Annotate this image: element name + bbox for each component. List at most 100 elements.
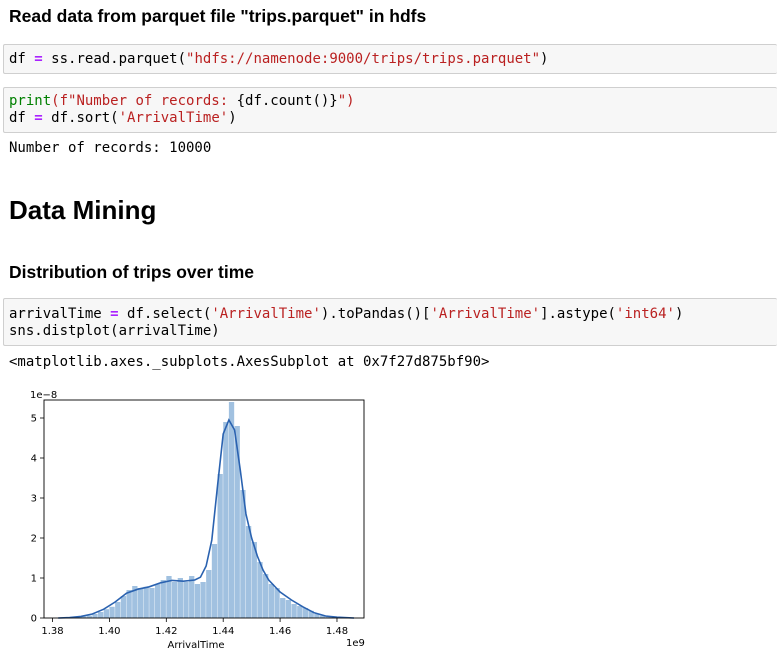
histogram-bar — [194, 584, 201, 618]
histogram-bar — [251, 542, 257, 618]
histogram-bar — [154, 584, 161, 618]
code-token: 'ArrivalTime' — [211, 306, 321, 322]
histogram-bar — [92, 614, 98, 618]
code-line: print(f"Number of records: {df.count()}"… — [9, 93, 355, 110]
histogram-bar — [234, 426, 240, 618]
code-token: {df.count()} — [236, 93, 338, 109]
code-token: (f"Number of records: — [51, 93, 237, 109]
histogram-bar — [211, 544, 218, 618]
histogram-bar — [240, 490, 246, 618]
y-tick-label: 3 — [31, 494, 37, 505]
histogram-bar — [308, 610, 314, 618]
distplot-chart: 1.38 1.40 1.42 1.44 1.46 1.48 0 1 2 3 4 5 1e−8 1e9… — [30, 390, 365, 651]
histogram-bar — [109, 606, 115, 618]
code-line: df = ss.read.parquet("hdfs://namenode:90… — [9, 51, 548, 68]
histogram-bar — [98, 612, 104, 618]
histogram-bar — [137, 588, 144, 618]
code-token: ].astype( — [540, 306, 616, 322]
histogram-bar — [143, 586, 149, 618]
code-line: sns.distplot(arrivalTime) — [9, 323, 220, 340]
x-tick-label: 1.38 — [41, 626, 63, 637]
histogram-bar — [200, 582, 206, 618]
histogram-bar — [297, 606, 303, 618]
code-token: df.sort( — [51, 110, 119, 126]
code-token: = — [34, 110, 43, 126]
code-cell-distplot[interactable]: arrivalTime = df.select('ArrivalTime').t… — [3, 298, 777, 346]
code-token: 'int64' — [615, 306, 675, 322]
histogram-bars — [58, 402, 348, 618]
histogram-bar — [126, 590, 132, 618]
histogram-bar — [160, 580, 166, 618]
code-token: "hdfs://namenode:9000/trips/trips.parque… — [186, 51, 541, 67]
x-offset-label: 1e9 — [346, 638, 365, 649]
code-line: arrivalTime = df.select('ArrivalTime').t… — [9, 306, 683, 323]
histogram-bar — [217, 474, 223, 618]
histogram-bar — [223, 422, 229, 618]
y-tick-label: 4 — [31, 454, 37, 465]
y-tick-label: 2 — [31, 534, 37, 545]
x-tick-label: 1.40 — [98, 626, 120, 637]
histogram-bar — [149, 588, 155, 618]
histogram-bar — [268, 584, 274, 618]
code-token: df — [9, 110, 26, 126]
histogram-bar — [80, 616, 87, 618]
code-cell-read-parquet[interactable]: df = ss.read.parquet("hdfs://namenode:90… — [3, 44, 777, 74]
x-tick-label: 1.48 — [326, 626, 348, 637]
x-tick-label: 1.46 — [269, 626, 291, 637]
histogram-bar — [177, 578, 183, 618]
histogram-bar — [228, 402, 235, 618]
code-token: ss.read.parquet( — [51, 51, 187, 67]
histogram-bar — [206, 570, 212, 618]
x-tick-label: 1.42 — [155, 626, 177, 637]
histogram-bar — [291, 604, 297, 618]
histogram-bar — [274, 588, 280, 618]
section-heading-data-mining: Data Mining — [9, 195, 157, 225]
y-tick-label: 5 — [31, 414, 37, 425]
histogram-bar — [115, 602, 121, 618]
code-token: arrivalTime — [9, 306, 102, 322]
histogram-bar — [86, 615, 92, 618]
y-tick-label: 1 — [31, 574, 37, 585]
section-heading-read-data: Read data from parquet file "trips.parqu… — [9, 6, 427, 26]
histogram-bar — [120, 596, 127, 618]
code-token: = — [34, 51, 43, 67]
histogram-bar — [263, 574, 269, 618]
histogram-bar — [302, 608, 309, 618]
code-token: print — [9, 93, 52, 109]
cell-output-record-count: Number of records: 10000 — [9, 140, 212, 156]
y-axis-ticks: 0 1 2 3 4 5 — [31, 414, 44, 625]
code-token: 'ArrivalTime' — [430, 306, 541, 322]
histogram-bar — [166, 576, 172, 618]
code-token: 'ArrivalTime' — [118, 110, 229, 126]
cell-output-axes-repr: <matplotlib.axes._subplots.AxesSubplot a… — [9, 354, 490, 370]
plot-frame — [43, 399, 365, 619]
code-token: ) — [228, 110, 237, 126]
histogram-bar — [183, 582, 189, 618]
code-token: = — [110, 306, 119, 322]
histogram-bar — [319, 615, 326, 618]
code-token: df.select( — [127, 306, 212, 322]
histogram-bar — [257, 562, 263, 618]
y-offset-label: 1e−8 — [30, 390, 57, 401]
y-tick-label: 0 — [31, 614, 37, 625]
code-line: df = df.sort('ArrivalTime') — [9, 110, 237, 127]
x-axis-label: ArrivalTime — [168, 640, 225, 651]
code-token: ) — [674, 306, 684, 322]
code-token: ) — [540, 51, 549, 67]
histogram-bar — [325, 616, 331, 618]
x-axis-ticks: 1.38 1.40 1.42 1.44 1.46 1.48 — [41, 618, 348, 637]
code-token: ).toPandas()[ — [320, 306, 431, 322]
histogram-bar — [280, 598, 286, 618]
code-token: df — [9, 51, 26, 67]
histogram-bar — [189, 576, 195, 618]
histogram-bar — [132, 586, 138, 618]
histogram-bar — [245, 526, 252, 618]
histogram-bar — [285, 600, 292, 618]
code-cell-count-sort[interactable]: print(f"Number of records: {df.count()}"… — [3, 87, 777, 133]
x-tick-label: 1.44 — [212, 626, 234, 637]
section-heading-distribution: Distribution of trips over time — [9, 262, 255, 282]
code-token: sns.distplot(arrivalTime) — [9, 323, 220, 339]
code-token: ") — [337, 93, 355, 109]
histogram-bar — [172, 582, 178, 618]
histogram-bar — [314, 614, 320, 618]
